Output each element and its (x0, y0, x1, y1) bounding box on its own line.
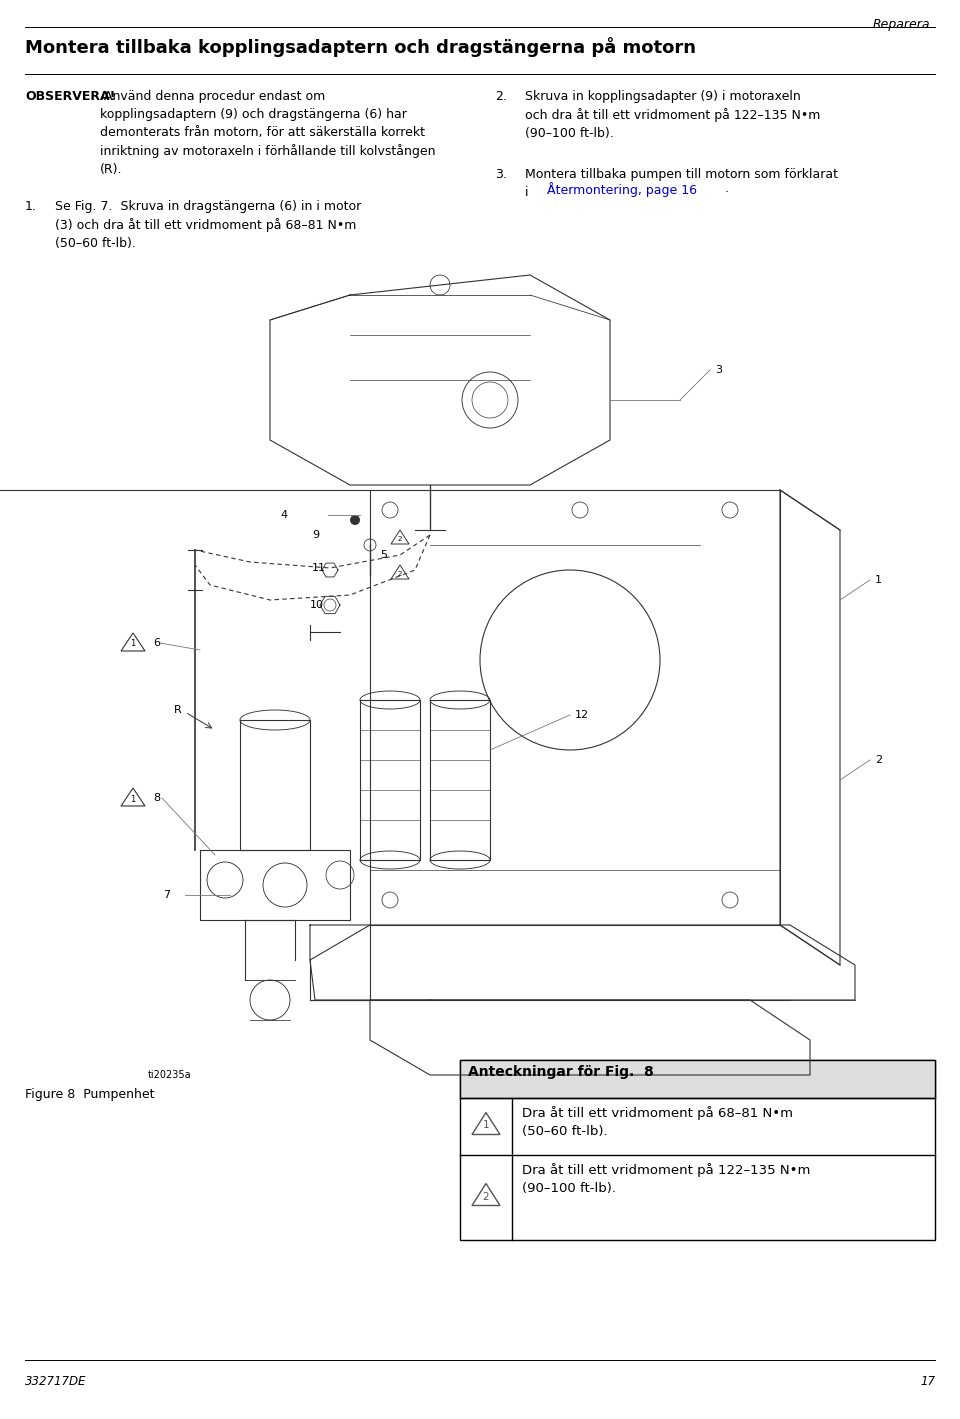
Text: Dra åt till ett vridmoment på 68–81 N•m
(50–60 ft-lb).: Dra åt till ett vridmoment på 68–81 N•m … (522, 1105, 793, 1138)
Text: Skruva in kopplingsadapter (9) i motoraxeln
och dra åt till ett vridmoment på 12: Skruva in kopplingsadapter (9) i motorax… (525, 89, 821, 140)
Text: 1: 1 (875, 575, 882, 585)
Polygon shape (391, 565, 409, 579)
Text: 1.: 1. (25, 200, 36, 213)
Text: Använd denna procedur endast om
kopplingsadaptern (9) och dragstängerna (6) har
: Använd denna procedur endast om koppling… (100, 89, 436, 176)
Polygon shape (121, 633, 145, 651)
FancyBboxPatch shape (460, 1060, 935, 1098)
Text: 1: 1 (483, 1121, 490, 1131)
Text: Anteckningar för Fig.  8: Anteckningar för Fig. 8 (468, 1066, 654, 1078)
Text: Se Fig. 7.  Skruva in dragstängerna (6) in i motor
(3) och dra åt till ett vridm: Se Fig. 7. Skruva in dragstängerna (6) i… (55, 200, 361, 250)
Polygon shape (472, 1112, 500, 1135)
Text: 12: 12 (575, 710, 589, 719)
FancyBboxPatch shape (460, 1060, 935, 1240)
Text: .: . (725, 182, 729, 194)
Text: 8: 8 (153, 793, 160, 803)
Text: Figure 8  Pumpenhet: Figure 8 Pumpenhet (25, 1088, 155, 1101)
Text: Reparera: Reparera (873, 18, 930, 31)
Text: 5: 5 (380, 551, 387, 561)
Text: OBSERVERA!: OBSERVERA! (25, 89, 115, 104)
Text: R: R (175, 705, 182, 715)
Circle shape (350, 515, 360, 525)
Text: Montera tillbaka pumpen till motorn som förklarat
i: Montera tillbaka pumpen till motorn som … (525, 167, 838, 199)
Text: 2: 2 (875, 755, 882, 765)
Text: Dra åt till ett vridmoment på 122–135 N•m
(90–100 ft-lb).: Dra åt till ett vridmoment på 122–135 N•… (522, 1164, 810, 1195)
Polygon shape (391, 531, 409, 543)
Text: 3: 3 (715, 365, 722, 375)
Text: 4: 4 (280, 509, 287, 519)
Text: 2: 2 (397, 570, 402, 578)
Polygon shape (472, 1183, 500, 1206)
Text: 6: 6 (153, 639, 160, 648)
Text: 3.: 3. (495, 167, 507, 182)
Text: 7: 7 (163, 890, 170, 900)
Text: Återmontering, page 16: Återmontering, page 16 (547, 182, 697, 197)
Text: ti20235a: ti20235a (148, 1070, 192, 1080)
Text: Montera tillbaka kopplingsadaptern och dragstängerna på motorn: Montera tillbaka kopplingsadaptern och d… (25, 37, 696, 57)
Text: 2.: 2. (495, 89, 507, 104)
Text: 2: 2 (483, 1192, 490, 1202)
Text: 10: 10 (310, 600, 324, 610)
Text: 17: 17 (920, 1375, 935, 1388)
Text: 1: 1 (131, 640, 135, 648)
Text: 9: 9 (312, 531, 319, 541)
Text: 1: 1 (131, 795, 135, 803)
Text: 2: 2 (397, 536, 402, 542)
Text: 332717DE: 332717DE (25, 1375, 86, 1388)
Polygon shape (121, 788, 145, 806)
Text: 11: 11 (312, 563, 326, 573)
